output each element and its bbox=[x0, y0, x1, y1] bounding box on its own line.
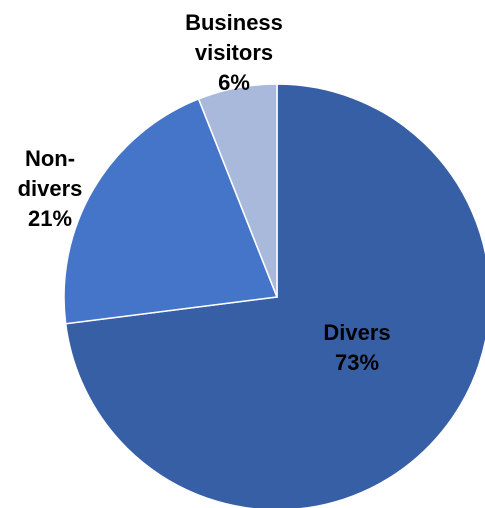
slice-label-divers: Divers 73% bbox=[323, 320, 390, 375]
slice-label-business-visitors: Business visitors 6% bbox=[185, 10, 283, 95]
pie-slices bbox=[63, 83, 485, 508]
pie-slice-divers bbox=[64, 83, 485, 508]
pie-slice-business-visitors bbox=[197, 83, 278, 298]
slice-label-non-divers: Non-divers 21% bbox=[18, 146, 83, 231]
pie-slice-non-divers bbox=[63, 97, 279, 325]
pie-labels: Divers 73% Non-divers 21% Business visitors 6% bbox=[18, 10, 391, 375]
